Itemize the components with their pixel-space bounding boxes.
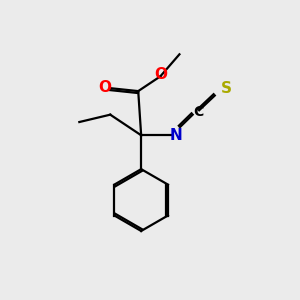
Text: O: O (98, 80, 112, 95)
Text: N: N (169, 128, 182, 143)
Text: C: C (193, 105, 203, 119)
Text: O: O (154, 67, 167, 82)
Text: S: S (220, 81, 232, 96)
